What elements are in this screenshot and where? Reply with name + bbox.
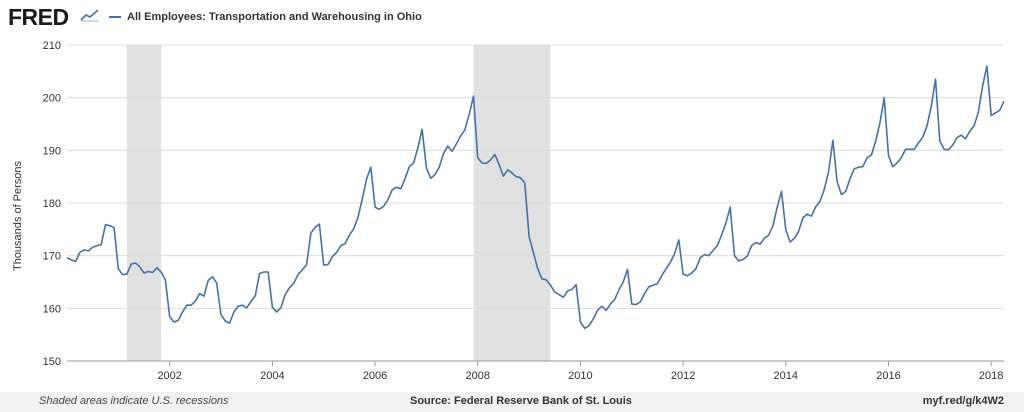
fred-graph-icon: [80, 9, 99, 22]
y-tick-label-190: 190: [43, 145, 61, 157]
x-tick-label-2016: 2016: [876, 370, 900, 382]
y-tick-label-170: 170: [43, 251, 61, 263]
x-tick-label-2012: 2012: [671, 370, 695, 382]
legend: All Employees: Transportation and Wareho…: [109, 9, 422, 25]
x-tick-label-2010: 2010: [568, 370, 592, 382]
x-tick-label-2014: 2014: [774, 370, 798, 382]
legend-label: All Employees: Transportation and Wareho…: [127, 11, 422, 23]
short-link[interactable]: myf.red/g/k4W2: [922, 395, 1004, 407]
x-tick-label-2002: 2002: [157, 370, 181, 382]
recession-note: Shaded areas indicate U.S. recessions: [39, 395, 229, 407]
x-tick-label-2008: 2008: [465, 370, 489, 382]
y-tick-label-160: 160: [43, 303, 61, 315]
fred-logo[interactable]: FRED: [8, 4, 69, 30]
chart-header: FRED All Employees: Transportation and W…: [0, 0, 1024, 36]
y-tick-label-150: 150: [43, 356, 61, 368]
legend-swatch: [109, 16, 121, 18]
x-tick-label-2018: 2018: [979, 370, 1003, 382]
x-tick-label-2004: 2004: [260, 370, 284, 382]
chart-footer: Shaded areas indicate U.S. recessions So…: [0, 392, 1024, 412]
y-axis-ticks: 150 160 170 180 190 200 210: [43, 40, 61, 368]
source-text: Source: Federal Reserve Bank of St. Loui…: [410, 395, 632, 407]
y-tick-label-180: 180: [43, 198, 61, 210]
x-axis-ticks: 2002 2004 2006 2008 2010 2012 2014 2016 2018: [67, 360, 1004, 382]
y-axis-title: Thousands of Persons: [12, 160, 24, 271]
y-tick-label-200: 200: [43, 93, 61, 105]
series-layer: [66, 65, 1005, 330]
series-line-1: [66, 65, 1005, 330]
x-tick-label-2006: 2006: [363, 370, 387, 382]
y-tick-label-210: 210: [43, 40, 61, 52]
